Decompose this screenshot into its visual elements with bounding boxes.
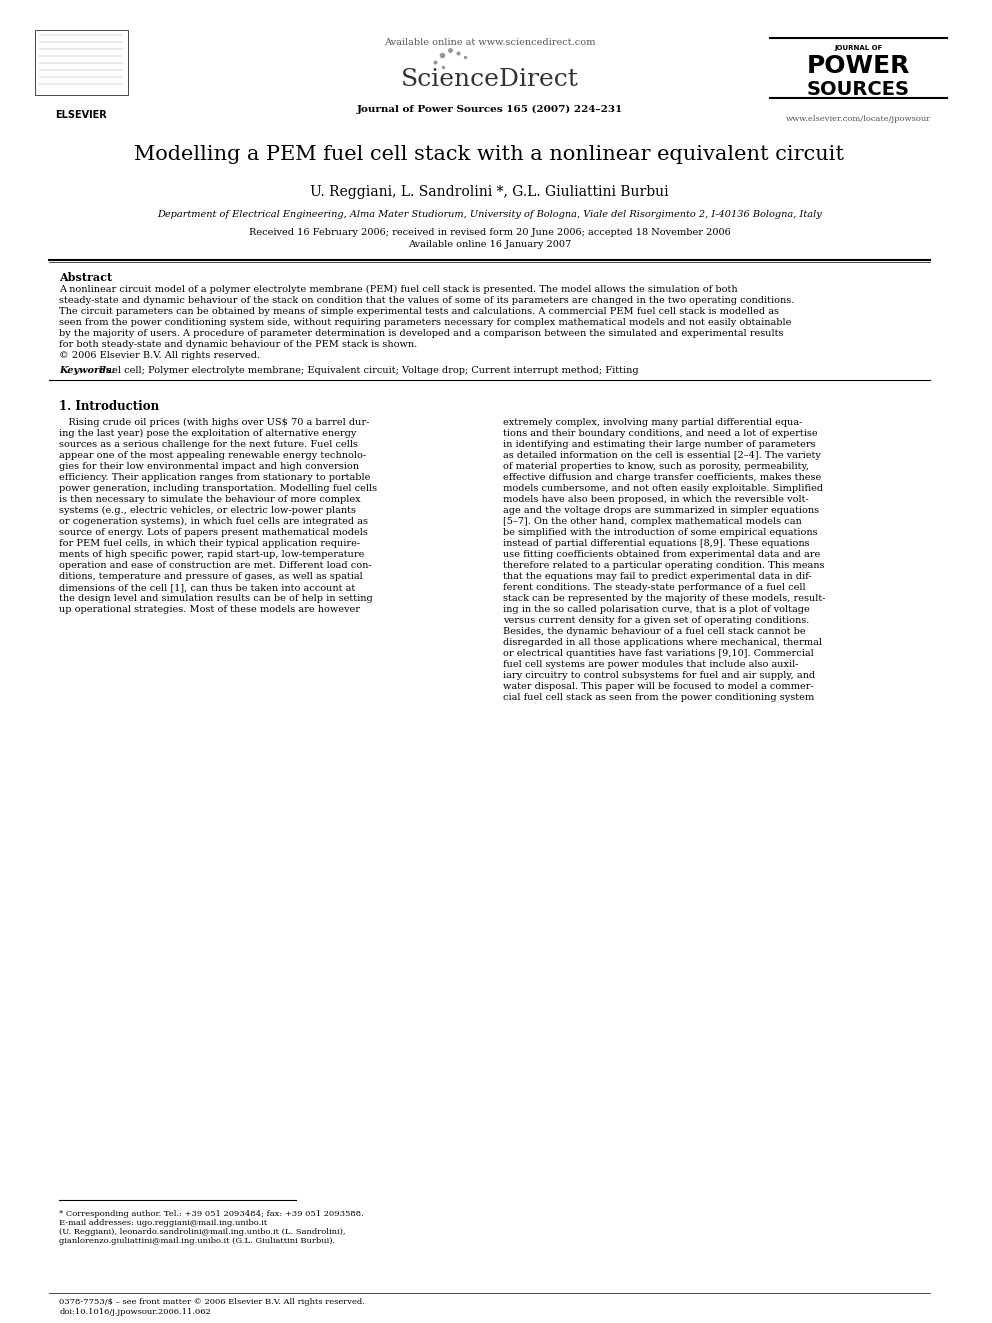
Text: models have also been proposed, in which the reversible volt-: models have also been proposed, in which… bbox=[503, 495, 809, 504]
Text: power generation, including transportation. Modelling fuel cells: power generation, including transportati… bbox=[60, 484, 377, 493]
Text: www.elsevier.com/locate/jpowsour: www.elsevier.com/locate/jpowsour bbox=[786, 115, 931, 123]
Text: of material properties to know, such as porosity, permeability,: of material properties to know, such as … bbox=[503, 462, 809, 471]
Text: Department of Electrical Engineering, Alma Mater Studiorum, University of Bologn: Department of Electrical Engineering, Al… bbox=[157, 210, 821, 220]
Text: operation and ease of construction are met. Different load con-: operation and ease of construction are m… bbox=[60, 561, 372, 570]
Text: water disposal. This paper will be focused to model a commer-: water disposal. This paper will be focus… bbox=[503, 681, 814, 691]
Text: E-mail addresses: ugo.reggiani@mail.ing.unibo.it: E-mail addresses: ugo.reggiani@mail.ing.… bbox=[60, 1218, 268, 1226]
Text: SOURCES: SOURCES bbox=[807, 79, 910, 99]
Text: systems (e.g., electric vehicles, or electric low-power plants: systems (e.g., electric vehicles, or ele… bbox=[60, 505, 356, 515]
Text: ing the last year) pose the exploitation of alternative energy: ing the last year) pose the exploitation… bbox=[60, 429, 356, 438]
Text: ditions, temperature and pressure of gases, as well as spatial: ditions, temperature and pressure of gas… bbox=[60, 572, 363, 581]
Text: iary circuitry to control subsystems for fuel and air supply, and: iary circuitry to control subsystems for… bbox=[503, 671, 815, 680]
Text: appear one of the most appealing renewable energy technolo-: appear one of the most appealing renewab… bbox=[60, 451, 366, 460]
Text: ScienceDirect: ScienceDirect bbox=[401, 67, 578, 91]
Text: seen from the power conditioning system side, without requiring parameters neces: seen from the power conditioning system … bbox=[60, 318, 792, 327]
Text: use fitting coefficients obtained from experimental data and are: use fitting coefficients obtained from e… bbox=[503, 550, 820, 560]
Text: by the majority of users. A procedure of parameter determination is developed an: by the majority of users. A procedure of… bbox=[60, 329, 784, 337]
Text: doi:10.1016/j.jpowsour.2006.11.062: doi:10.1016/j.jpowsour.2006.11.062 bbox=[60, 1308, 211, 1316]
Text: Available online 16 January 2007: Available online 16 January 2007 bbox=[408, 239, 571, 249]
Text: gianlorenzo.giuliattini@mail.ing.unibo.it (G.L. Giuliattini Burbui).: gianlorenzo.giuliattini@mail.ing.unibo.i… bbox=[60, 1237, 335, 1245]
Text: (U. Reggiani), leonardo.sandrolini@mail.ing.unibo.it (L. Sandrolini),: (U. Reggiani), leonardo.sandrolini@mail.… bbox=[60, 1228, 345, 1236]
Text: ELSEVIER: ELSEVIER bbox=[55, 110, 107, 120]
Text: steady-state and dynamic behaviour of the stack on condition that the values of : steady-state and dynamic behaviour of th… bbox=[60, 296, 795, 306]
Text: effective diffusion and charge transfer coefficients, makes these: effective diffusion and charge transfer … bbox=[503, 474, 821, 482]
Text: JOURNAL OF: JOURNAL OF bbox=[834, 45, 883, 52]
Text: ferent conditions. The steady-state performance of a fuel cell: ferent conditions. The steady-state perf… bbox=[503, 583, 806, 591]
Text: source of energy. Lots of papers present mathematical models: source of energy. Lots of papers present… bbox=[60, 528, 368, 537]
Text: [5–7]. On the other hand, complex mathematical models can: [5–7]. On the other hand, complex mathem… bbox=[503, 517, 802, 527]
Bar bbox=[35, 30, 128, 95]
Text: extremely complex, involving many partial differential equa-: extremely complex, involving many partia… bbox=[503, 418, 803, 427]
Text: Available online at www.sciencedirect.com: Available online at www.sciencedirect.co… bbox=[384, 38, 595, 48]
Text: Fuel cell; Polymer electrolyte membrane; Equivalent circuit; Voltage drop; Curre: Fuel cell; Polymer electrolyte membrane;… bbox=[98, 366, 638, 374]
Text: up operational strategies. Most of these models are however: up operational strategies. Most of these… bbox=[60, 605, 360, 614]
Text: 1. Introduction: 1. Introduction bbox=[60, 400, 160, 413]
Text: is then necessary to simulate the behaviour of more complex: is then necessary to simulate the behavi… bbox=[60, 495, 361, 504]
Text: tions and their boundary conditions, and need a lot of expertise: tions and their boundary conditions, and… bbox=[503, 429, 817, 438]
Text: Besides, the dynamic behaviour of a fuel cell stack cannot be: Besides, the dynamic behaviour of a fuel… bbox=[503, 627, 806, 636]
Text: The circuit parameters can be obtained by means of simple experimental tests and: The circuit parameters can be obtained b… bbox=[60, 307, 779, 316]
Text: POWER: POWER bbox=[806, 54, 911, 78]
Text: U. Reggiani, L. Sandrolini *, G.L. Giuliattini Burbui: U. Reggiani, L. Sandrolini *, G.L. Giuli… bbox=[310, 185, 669, 198]
Text: A nonlinear circuit model of a polymer electrolyte membrane (PEM) fuel cell stac: A nonlinear circuit model of a polymer e… bbox=[60, 284, 738, 294]
Text: © 2006 Elsevier B.V. All rights reserved.: © 2006 Elsevier B.V. All rights reserved… bbox=[60, 351, 260, 360]
Text: or electrical quantities have fast variations [9,10]. Commercial: or electrical quantities have fast varia… bbox=[503, 650, 814, 658]
Text: Abstract: Abstract bbox=[60, 273, 112, 283]
Text: instead of partial differential equations [8,9]. These equations: instead of partial differential equation… bbox=[503, 538, 809, 548]
Text: models cumbersome, and not often easily exploitable. Simplified: models cumbersome, and not often easily … bbox=[503, 484, 823, 493]
Text: ments of high specific power, rapid start-up, low-temperature: ments of high specific power, rapid star… bbox=[60, 550, 365, 560]
Text: for PEM fuel cells, in which their typical application require-: for PEM fuel cells, in which their typic… bbox=[60, 538, 360, 548]
Text: versus current density for a given set of operating conditions.: versus current density for a given set o… bbox=[503, 617, 809, 624]
Text: efficiency. Their application ranges from stationary to portable: efficiency. Their application ranges fro… bbox=[60, 474, 371, 482]
Text: dimensions of the cell [1], can thus be taken into account at: dimensions of the cell [1], can thus be … bbox=[60, 583, 355, 591]
Text: as detailed information on the cell is essential [2–4]. The variety: as detailed information on the cell is e… bbox=[503, 451, 821, 460]
Text: age and the voltage drops are summarized in simpler equations: age and the voltage drops are summarized… bbox=[503, 505, 819, 515]
Text: Keywords:: Keywords: bbox=[60, 366, 115, 374]
Text: stack can be represented by the majority of these models, result-: stack can be represented by the majority… bbox=[503, 594, 825, 603]
Text: * Corresponding author. Tel.: +39 051 2093484; fax: +39 051 2093588.: * Corresponding author. Tel.: +39 051 20… bbox=[60, 1211, 364, 1218]
Text: that the equations may fail to predict experimental data in dif-: that the equations may fail to predict e… bbox=[503, 572, 811, 581]
Text: the design level and simulation results can be of help in setting: the design level and simulation results … bbox=[60, 594, 373, 603]
Text: sources as a serious challenge for the next future. Fuel cells: sources as a serious challenge for the n… bbox=[60, 441, 358, 448]
Text: ing in the so called polarisation curve, that is a plot of voltage: ing in the so called polarisation curve,… bbox=[503, 605, 810, 614]
Text: therefore related to a particular operating condition. This means: therefore related to a particular operat… bbox=[503, 561, 824, 570]
Text: Journal of Power Sources 165 (2007) 224–231: Journal of Power Sources 165 (2007) 224–… bbox=[356, 105, 623, 114]
Text: gies for their low environmental impact and high conversion: gies for their low environmental impact … bbox=[60, 462, 359, 471]
Text: Modelling a PEM fuel cell stack with a nonlinear equivalent circuit: Modelling a PEM fuel cell stack with a n… bbox=[135, 146, 844, 164]
Text: 0378-7753/$ – see front matter © 2006 Elsevier B.V. All rights reserved.: 0378-7753/$ – see front matter © 2006 El… bbox=[60, 1298, 365, 1306]
Text: or cogeneration systems), in which fuel cells are integrated as: or cogeneration systems), in which fuel … bbox=[60, 517, 368, 527]
Text: disregarded in all those applications where mechanical, thermal: disregarded in all those applications wh… bbox=[503, 638, 822, 647]
Text: be simplified with the introduction of some empirical equations: be simplified with the introduction of s… bbox=[503, 528, 817, 537]
Text: Rising crude oil prices (with highs over US$ 70 a barrel dur-: Rising crude oil prices (with highs over… bbox=[60, 418, 370, 427]
Text: cial fuel cell stack as seen from the power conditioning system: cial fuel cell stack as seen from the po… bbox=[503, 693, 814, 703]
Text: Received 16 February 2006; received in revised form 20 June 2006; accepted 18 No: Received 16 February 2006; received in r… bbox=[249, 228, 730, 237]
Text: for both steady-state and dynamic behaviour of the PEM stack is shown.: for both steady-state and dynamic behavi… bbox=[60, 340, 418, 349]
Text: fuel cell systems are power modules that include also auxil-: fuel cell systems are power modules that… bbox=[503, 660, 799, 669]
Text: in identifying and estimating their large number of parameters: in identifying and estimating their larg… bbox=[503, 441, 815, 448]
